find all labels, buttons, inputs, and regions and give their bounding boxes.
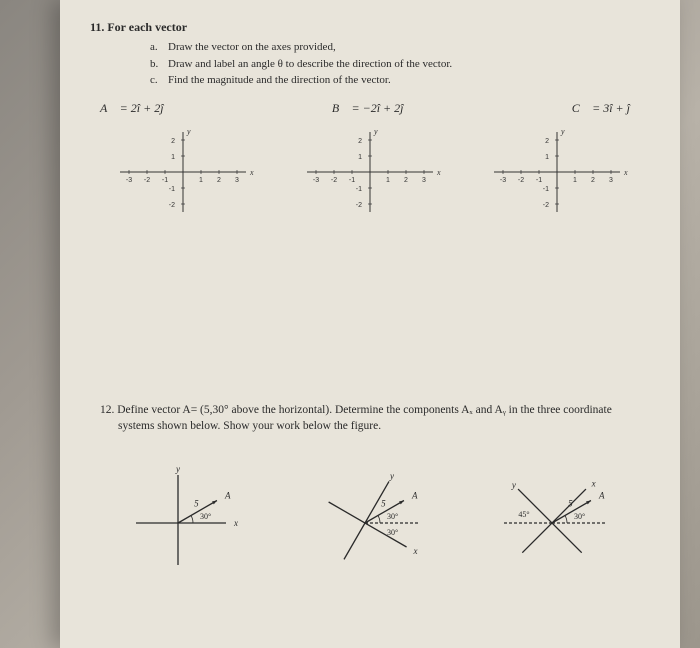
svg-text:-2: -2 bbox=[518, 177, 524, 184]
q11-item-a: a. Draw the vector on the axes provided, bbox=[150, 39, 650, 56]
q11-a-text: Draw the vector on the axes provided, bbox=[168, 39, 336, 56]
svg-text:-2: -2 bbox=[169, 202, 175, 209]
q11-b-letter: b. bbox=[150, 56, 168, 73]
svg-text:-3: -3 bbox=[313, 177, 319, 184]
svg-text:5: 5 bbox=[195, 498, 200, 508]
svg-text:A⃗: A⃗ bbox=[411, 490, 425, 500]
q11-item-c: c. Find the magnitude and the direction … bbox=[150, 72, 650, 89]
svg-text:x: x bbox=[412, 546, 417, 556]
vector-B-eq: B⃗ = −2î + 2ĵ bbox=[332, 101, 404, 116]
svg-text:5: 5 bbox=[568, 498, 573, 508]
coord-systems-row: y x 5 A⃗ 30° y x 5 A⃗ 30° 30° y x 5 A⃗ 45° 30° bbox=[90, 463, 650, 573]
q11-title: For each vector bbox=[107, 20, 187, 34]
svg-text:30°: 30° bbox=[387, 512, 398, 521]
svg-text:30°: 30° bbox=[574, 512, 585, 521]
q11-a-letter: a. bbox=[150, 39, 168, 56]
q11-c-letter: c. bbox=[150, 72, 168, 89]
svg-text:x: x bbox=[436, 168, 441, 177]
svg-text:30°: 30° bbox=[387, 528, 398, 537]
svg-text:5: 5 bbox=[381, 498, 386, 508]
svg-text:30°: 30° bbox=[200, 512, 211, 521]
svg-text:-2: -2 bbox=[356, 202, 362, 209]
q11-item-b: b. Draw and label an angle θ to describe… bbox=[150, 56, 650, 73]
svg-text:1: 1 bbox=[386, 177, 390, 184]
svg-text:A⃗: A⃗ bbox=[224, 490, 238, 500]
axes-C: -3 -2 -1 1 2 3 -2 -1 1 2 x y bbox=[477, 122, 637, 222]
q11-b-text: Draw and label an angle θ to describe th… bbox=[168, 56, 452, 73]
svg-text:2: 2 bbox=[217, 177, 221, 184]
q12-number: 12. bbox=[100, 404, 114, 416]
svg-text:-2: -2 bbox=[331, 177, 337, 184]
coord-system-1: y x 5 A⃗ 30° bbox=[98, 463, 268, 573]
svg-text:y: y bbox=[389, 471, 394, 481]
svg-text:x: x bbox=[249, 168, 254, 177]
svg-text:x: x bbox=[233, 518, 238, 528]
svg-text:-2: -2 bbox=[542, 202, 548, 209]
coord-system-3: y x 5 A⃗ 45° 30° bbox=[472, 463, 642, 573]
svg-text:1: 1 bbox=[573, 177, 577, 184]
svg-text:y: y bbox=[175, 464, 180, 474]
svg-text:-1: -1 bbox=[169, 186, 175, 193]
svg-text:45°: 45° bbox=[518, 510, 529, 519]
svg-text:1: 1 bbox=[545, 154, 549, 161]
svg-text:2: 2 bbox=[171, 138, 175, 145]
q11-c-text: Find the magnitude and the direction of … bbox=[168, 72, 391, 89]
svg-text:-1: -1 bbox=[349, 177, 355, 184]
svg-text:1: 1 bbox=[171, 154, 175, 161]
svg-text:-2: -2 bbox=[144, 177, 150, 184]
vector-equations-row: A⃗ = 2î + 2ĵ B⃗ = −2î + 2ĵ C⃗ = 3î + ĵ bbox=[100, 101, 630, 116]
vector-A-eq: A⃗ = 2î + 2ĵ bbox=[100, 101, 164, 116]
svg-text:-1: -1 bbox=[356, 186, 362, 193]
svg-text:1: 1 bbox=[199, 177, 203, 184]
svg-text:-1: -1 bbox=[162, 177, 168, 184]
svg-text:2: 2 bbox=[358, 138, 362, 145]
q12-body: Define vector A= (5,30° above the horizo… bbox=[117, 404, 612, 433]
vector-C-eq: C⃗ = 3î + ĵ bbox=[572, 101, 630, 116]
svg-text:y: y bbox=[373, 127, 378, 136]
svg-text:y: y bbox=[186, 127, 191, 136]
svg-text:x: x bbox=[590, 478, 595, 488]
svg-text:-3: -3 bbox=[126, 177, 132, 184]
svg-text:x: x bbox=[623, 168, 628, 177]
svg-text:y: y bbox=[510, 480, 515, 490]
paper-sheet: 11. For each vector a. Draw the vector o… bbox=[60, 0, 680, 648]
axes-B: -3 -2 -1 1 2 3 -2 -1 1 2 x y bbox=[290, 122, 450, 222]
blank-space bbox=[90, 232, 650, 402]
svg-text:-3: -3 bbox=[500, 177, 506, 184]
axes-row: -3 -2 -1 1 2 3 -2 -1 1 2 x y -3 -2 -1 1 2 3 -2 -1 1 2 x y -3 -2… bbox=[90, 122, 650, 222]
q11-header: 11. For each vector bbox=[90, 20, 650, 35]
svg-text:2: 2 bbox=[545, 138, 549, 145]
svg-text:1: 1 bbox=[358, 154, 362, 161]
q11-sublist: a. Draw the vector on the axes provided,… bbox=[150, 39, 650, 89]
svg-text:3: 3 bbox=[422, 177, 426, 184]
svg-text:-1: -1 bbox=[536, 177, 542, 184]
svg-text:3: 3 bbox=[609, 177, 613, 184]
svg-text:-1: -1 bbox=[542, 186, 548, 193]
svg-text:3: 3 bbox=[235, 177, 239, 184]
svg-text:A⃗: A⃗ bbox=[598, 490, 612, 500]
coord-system-2: y x 5 A⃗ 30° 30° bbox=[285, 463, 455, 573]
q11-number: 11. bbox=[90, 20, 104, 34]
q12-text: 12. Define vector A= (5,30° above the ho… bbox=[100, 402, 640, 435]
axes-A: -3 -2 -1 1 2 3 -2 -1 1 2 x y bbox=[103, 122, 263, 222]
svg-text:2: 2 bbox=[404, 177, 408, 184]
svg-text:y: y bbox=[560, 127, 565, 136]
svg-text:2: 2 bbox=[591, 177, 595, 184]
